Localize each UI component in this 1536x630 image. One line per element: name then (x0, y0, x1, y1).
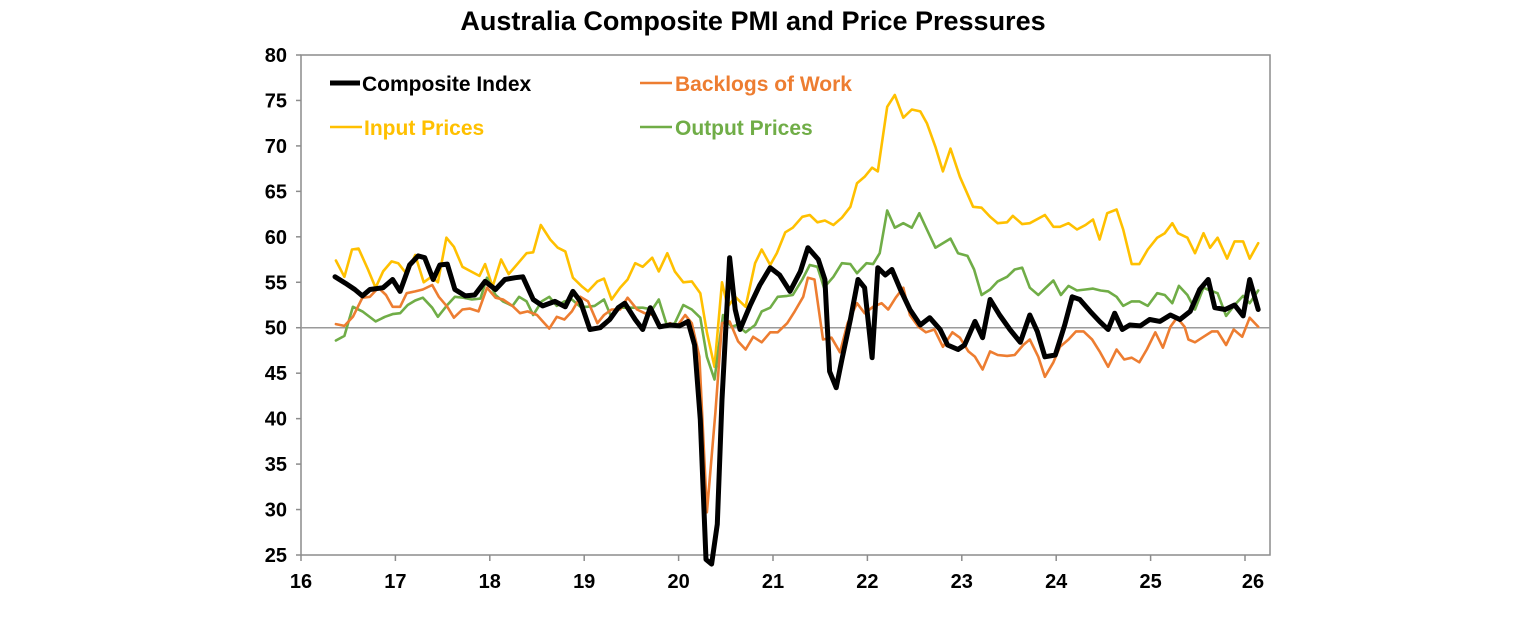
y-tick-label: 45 (265, 363, 287, 385)
series-line-input-prices (334, 93, 1260, 369)
x-tick-label: 19 (573, 571, 595, 593)
y-tick-label: 55 (265, 272, 287, 294)
series-line-output-prices (334, 209, 1260, 381)
y-tick-label: 30 (265, 500, 287, 522)
x-tick-label: 18 (479, 571, 501, 593)
chart-title: Australia Composite PMI and Price Pressu… (460, 6, 1045, 36)
y-tick-label: 35 (265, 454, 287, 476)
x-tick-label: 17 (384, 571, 406, 593)
legend-item-backlogs-of-work: Backlogs of Work (640, 73, 852, 96)
series-line-backlogs-of-work (334, 276, 1260, 514)
y-tick-label: 40 (265, 409, 287, 431)
legend-item-input-prices: Input Prices (330, 117, 484, 140)
legend-label-output-prices: Output Prices (675, 117, 813, 140)
legend-item-composite-index: Composite Index (330, 73, 532, 96)
y-tick-label: 75 (265, 90, 287, 112)
x-tick-label: 21 (762, 571, 784, 593)
legend-label-composite-index: Composite Index (362, 73, 532, 96)
legend-item-output-prices: Output Prices (640, 117, 813, 140)
x-axis: 16 17 18 19 20 21 22 23 24 25 26 (290, 555, 1264, 593)
x-tick-label: 16 (290, 571, 312, 593)
x-tick-label: 24 (1045, 571, 1068, 593)
y-tick-label: 25 (265, 545, 287, 567)
y-tick-label: 50 (265, 318, 287, 340)
legend-label-backlogs-of-work: Backlogs of Work (675, 73, 852, 96)
legend: Composite Index Backlogs of Work Input P… (330, 73, 852, 140)
x-tick-label: 25 (1139, 571, 1161, 593)
y-tick-label: 70 (265, 136, 287, 158)
y-tick-label: 65 (265, 181, 287, 203)
x-tick-label: 20 (667, 571, 689, 593)
series-line-composite-index (332, 245, 1261, 567)
plot-area (300, 54, 1271, 556)
x-tick-label: 26 (1242, 571, 1264, 593)
series-layer (332, 93, 1261, 567)
x-tick-label: 23 (951, 571, 973, 593)
y-axis: 25 30 35 40 45 50 55 60 65 70 75 80 (265, 45, 301, 567)
y-tick-label: 60 (265, 227, 287, 249)
legend-label-input-prices: Input Prices (364, 117, 484, 140)
y-tick-label: 80 (265, 45, 287, 67)
x-tick-label: 22 (856, 571, 878, 593)
